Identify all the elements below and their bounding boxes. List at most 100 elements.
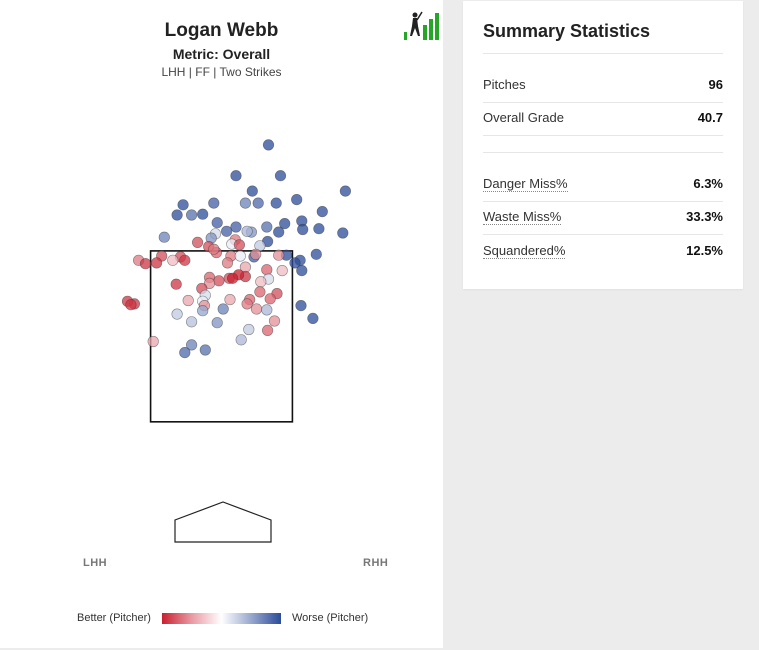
pitch-point[interactable] [203,277,216,290]
pitch-point[interactable] [273,226,285,238]
pitch-point[interactable] [211,317,223,329]
pitch-point[interactable] [262,139,275,151]
stat-label[interactable]: Waste Miss% [483,209,562,225]
pitch-point[interactable] [337,227,349,239]
pitch-point[interactable] [147,335,159,348]
pitch-point[interactable] [230,170,242,182]
pitch-point[interactable] [139,258,152,270]
legend-better-label: Better (Pitcher) [77,612,151,624]
stat-value: 96 [708,77,723,92]
pitch-point[interactable] [274,170,287,182]
pitch-point[interactable] [262,324,274,337]
stats-divider [483,53,723,54]
pitch-point[interactable] [243,323,255,336]
pitch-point[interactable] [264,293,276,305]
pitch-point[interactable] [234,250,246,262]
pitch-point[interactable] [179,254,191,266]
pitch-point[interactable] [199,344,211,356]
pitch-point[interactable] [279,218,291,230]
pitch-point[interactable] [208,197,220,209]
rhh-label: RHH [363,557,389,569]
pitch-point[interactable] [221,225,233,237]
pitch-point[interactable] [235,334,247,346]
stat-label: Pitches [483,77,526,92]
pitch-point[interactable] [221,257,234,269]
pitch-point[interactable] [254,286,266,298]
pitch-point[interactable] [151,257,163,269]
pitch-point[interactable] [261,221,273,233]
stat-value: 33.3% [686,209,723,224]
stat-value: 6.3% [693,176,723,191]
pitch-point[interactable] [167,254,179,266]
stat-label[interactable]: Squandered% [483,243,566,259]
pitch-point[interactable] [197,208,209,220]
pitch-point[interactable] [246,185,258,197]
summary-statistics-card: Summary Statistics Pitches 96 Overall Gr… [463,1,743,289]
pitch-point[interactable] [313,223,325,235]
pitch-point[interactable] [255,276,267,288]
pitch-point[interactable] [297,223,309,236]
pitch-point[interactable] [307,312,319,325]
pitch-point[interactable] [316,206,328,218]
stat-row-squandered[interactable]: Squandered% 12.5% [483,236,723,269]
stat-label: Overall Grade [483,110,564,125]
pitch-point[interactable] [268,315,281,327]
pitch-point[interactable] [213,275,225,287]
pitch-point[interactable] [273,249,285,261]
stats-divider [483,152,723,153]
pitch-point[interactable] [211,217,223,229]
pitch-point[interactable] [197,305,209,317]
pitch-point[interactable] [233,239,245,251]
pitch-point[interactable] [186,209,198,221]
pitch-point[interactable] [241,298,253,310]
pitch-point[interactable] [289,257,301,269]
pitch-point[interactable] [252,197,264,209]
pitch-location-plot [121,139,352,543]
plot-title: Logan Webb [164,20,279,41]
pitch-point[interactable] [276,265,288,277]
pitch-point[interactable] [261,304,273,316]
pitch-point[interactable] [239,197,251,209]
pitch-point[interactable] [310,248,322,260]
lhh-label: LHH [83,557,108,569]
pitch-point[interactable] [250,248,262,260]
batter-logo-icon [404,11,439,40]
pitch-point[interactable] [261,264,273,276]
stat-value: 12.5% [686,243,723,258]
pitch-point[interactable] [186,339,198,351]
pitch-point[interactable] [296,265,308,277]
pitch-point[interactable] [217,303,229,315]
pitch-point[interactable] [241,225,253,237]
legend-worse-label: Worse (Pitcher) [292,612,369,624]
pitch-point[interactable] [177,199,189,211]
pitch-point[interactable] [171,308,183,320]
pitch-point[interactable] [295,300,307,312]
pitch-point[interactable] [224,294,236,306]
stat-row-waste-miss[interactable]: Waste Miss% 33.3% [483,202,723,235]
plot-subtitle: Metric: Overall [172,46,271,62]
pitch-point[interactable] [179,347,191,359]
pitch-point[interactable] [291,194,303,206]
stat-row-overall-grade: Overall Grade 40.7 [483,103,723,136]
pitch-point[interactable] [170,278,182,290]
pitch-point[interactable] [158,231,170,243]
pitch-point[interactable] [171,209,183,221]
legend-color-bar [162,613,281,624]
stat-label[interactable]: Danger Miss% [483,176,568,192]
plot-card: Logan Webb Metric: Overall LHH | FF | Tw… [0,0,443,648]
pitch-point[interactable] [125,299,137,311]
pitch-point[interactable] [182,294,194,307]
stats-title: Summary Statistics [483,21,651,41]
stat-row-danger-miss[interactable]: Danger Miss% 6.3% [483,169,723,202]
pitch-point[interactable] [227,272,239,284]
pitch-point[interactable] [186,316,198,328]
stat-row-pitches: Pitches 96 [483,70,723,103]
pitch-point[interactable] [250,303,263,315]
plot-filters: LHH | FF | Two Strikes [161,65,282,79]
pitch-point[interactable] [230,221,242,233]
home-plate [174,501,272,543]
pitch-point[interactable] [339,185,352,197]
pitch-point[interactable] [208,243,220,255]
pitch-point[interactable] [192,236,204,248]
pitch-point[interactable] [270,197,282,209]
